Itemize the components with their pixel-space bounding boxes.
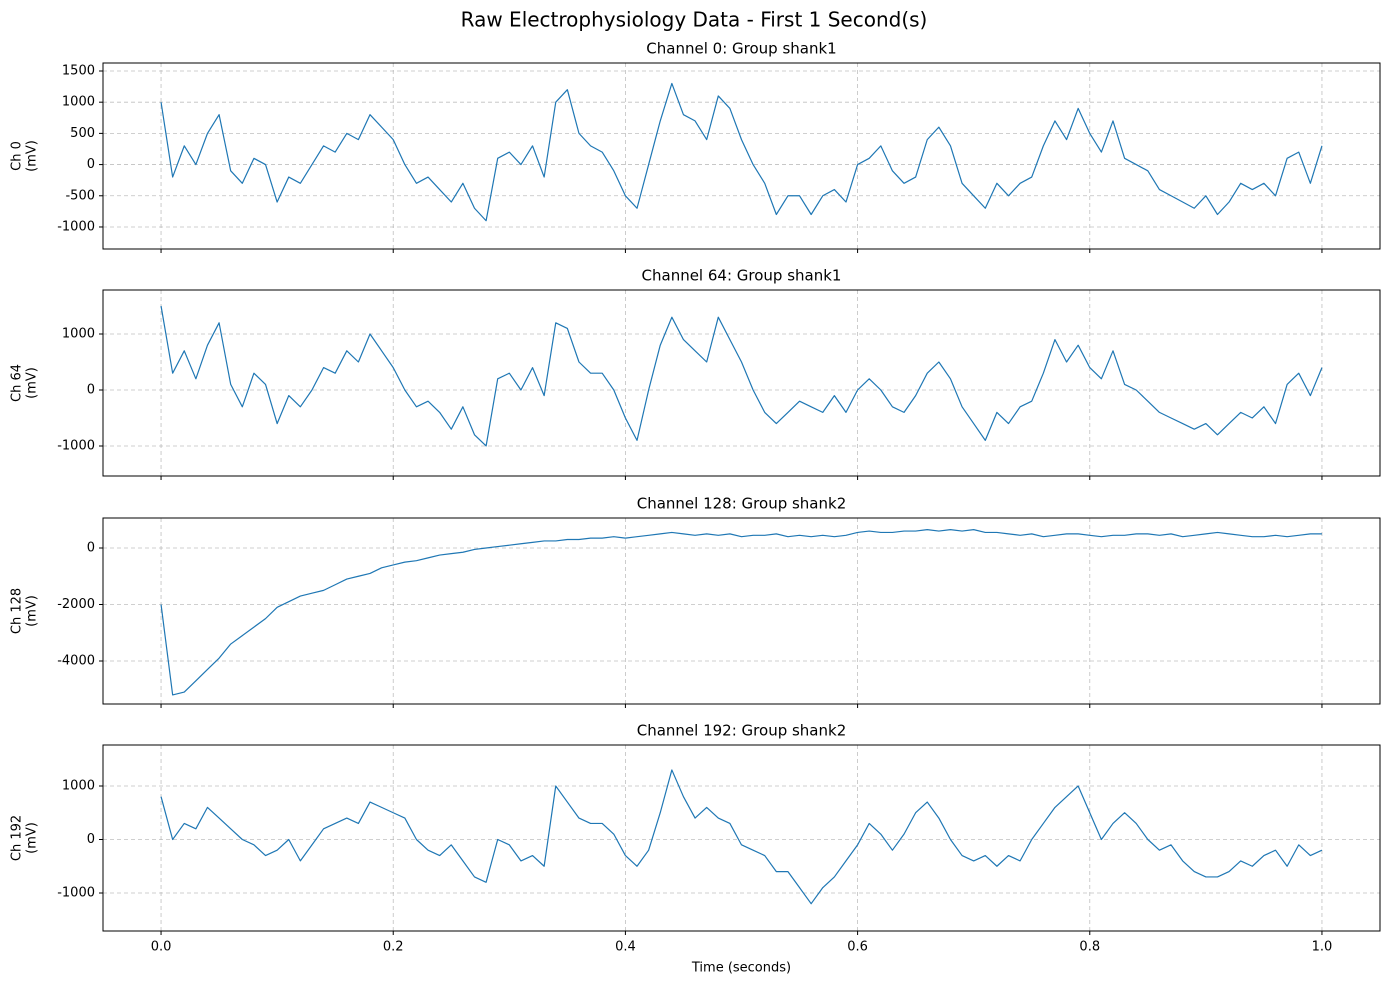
y-tick-label: 0 xyxy=(87,382,95,397)
y-tick-label: -1000 xyxy=(57,219,95,234)
y-tick-label: 500 xyxy=(70,126,95,141)
y-tick-label: -500 xyxy=(65,188,95,203)
y-tick-label: -1000 xyxy=(57,438,95,453)
x-tick-label: 0.2 xyxy=(383,940,404,955)
axes-frame xyxy=(102,517,1381,705)
signal-line xyxy=(160,769,1323,905)
signal-line xyxy=(160,305,1323,447)
y-axis-label: Ch 192 xyxy=(10,815,25,861)
y-tick-label: -4000 xyxy=(57,654,95,669)
y-tick-label: 1000 xyxy=(62,95,95,110)
panel-title: Channel 128: Group shank2 xyxy=(637,495,847,513)
y-tick-label: -2000 xyxy=(57,597,95,612)
y-tick-label: 1000 xyxy=(62,778,95,793)
axes-frame xyxy=(102,62,1381,250)
y-axis-label: (mV) xyxy=(25,822,40,854)
x-tick-label: 1.0 xyxy=(1312,940,1333,955)
panel-title: Channel 192: Group shank2 xyxy=(637,722,847,740)
figure-title: Raw Electrophysiology Data - First 1 Sec… xyxy=(461,8,928,32)
x-axis-label: Time (seconds) xyxy=(691,961,791,976)
x-tick-label: 0.6 xyxy=(847,940,868,955)
y-axis-label: Ch 64 xyxy=(10,364,25,402)
y-axis-label: Ch 0 xyxy=(10,141,25,171)
y-tick-label: 0 xyxy=(87,832,95,847)
y-tick-label: 1500 xyxy=(62,63,95,78)
panel-title: Channel 0: Group shank1 xyxy=(646,40,836,58)
y-axis-label: (mV) xyxy=(25,595,40,627)
axes-frame xyxy=(102,289,1381,477)
x-tick-label: 0.8 xyxy=(1079,940,1100,955)
y-tick-label: -1000 xyxy=(57,886,95,901)
axes-frame xyxy=(102,744,1381,932)
y-tick-label: 0 xyxy=(87,157,95,172)
x-tick-label: 0.4 xyxy=(615,940,636,955)
panel-title: Channel 64: Group shank1 xyxy=(642,267,842,285)
y-axis-label: (mV) xyxy=(25,367,40,399)
y-tick-label: 0 xyxy=(87,541,95,556)
y-axis-label: Ch 128 xyxy=(10,588,25,634)
x-tick-label: 0.0 xyxy=(151,940,172,955)
signal-line xyxy=(160,82,1323,222)
y-tick-label: 1000 xyxy=(62,327,95,342)
y-axis-label: (mV) xyxy=(25,140,40,172)
signal-line xyxy=(160,529,1322,696)
